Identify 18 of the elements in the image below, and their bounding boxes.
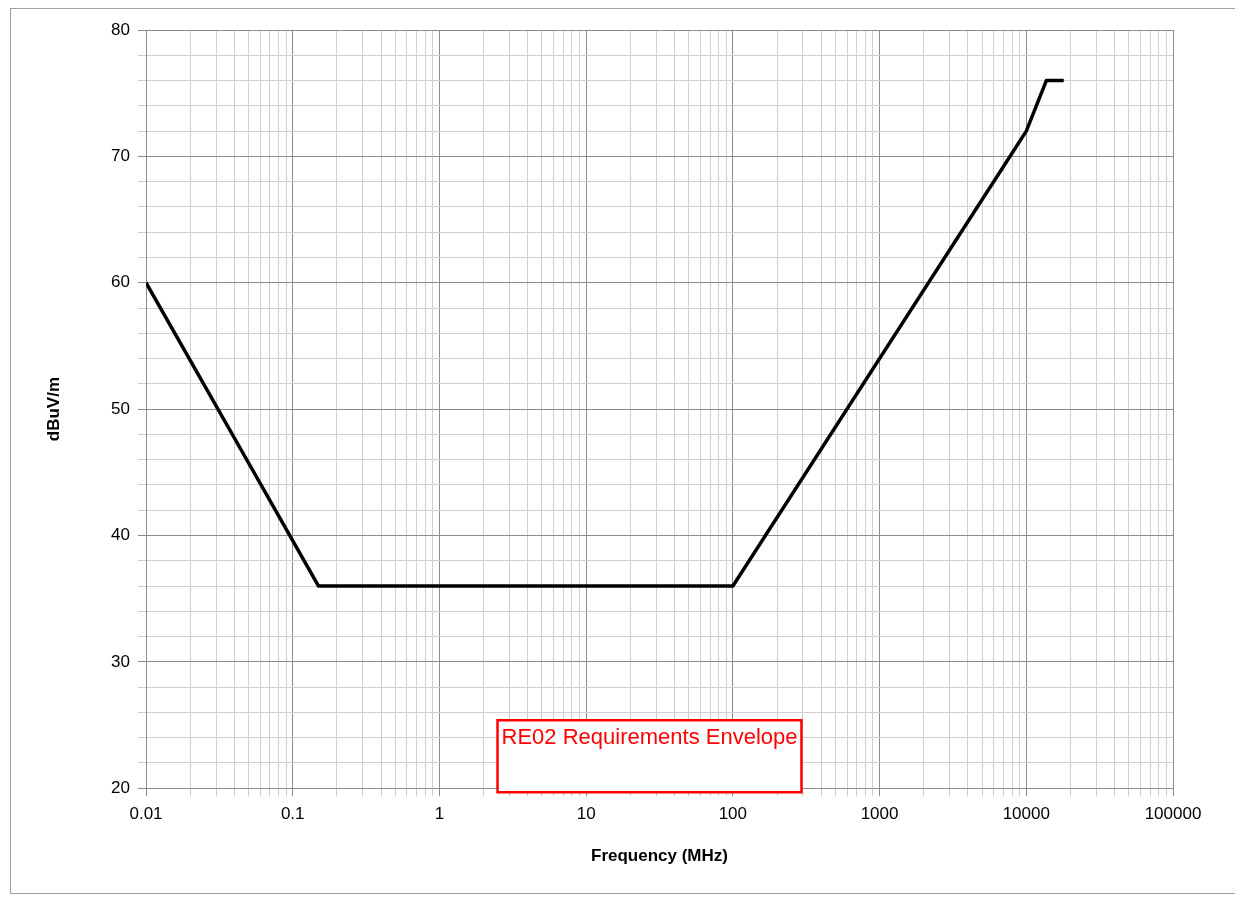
y-tick-label: 40 [111,525,130,545]
x-tick-label: 0.1 [280,804,305,824]
y-axis-title: dBuV/m [43,376,63,442]
y-tick-label: 60 [111,272,130,292]
x-tick-label: 1 [434,804,445,824]
x-tick-label: 10 [576,804,596,824]
x-axis-title: Frequency (MHz) [591,846,728,866]
y-tick-label: 70 [111,146,130,166]
y-tick-label: 50 [111,398,130,418]
x-tick-label: 100 [718,804,748,824]
x-tick-label: 1000 [860,804,899,824]
x-tick-label: 0.01 [129,804,163,824]
y-tick-label: 80 [111,19,130,39]
x-tick-label: 100000 [1144,804,1202,824]
x-tick-label: 10000 [1002,804,1050,824]
y-tick-label: 30 [111,651,130,671]
y-tick-label: 20 [111,777,130,797]
annotation: RE02 Requirements Envelope [501,724,798,750]
